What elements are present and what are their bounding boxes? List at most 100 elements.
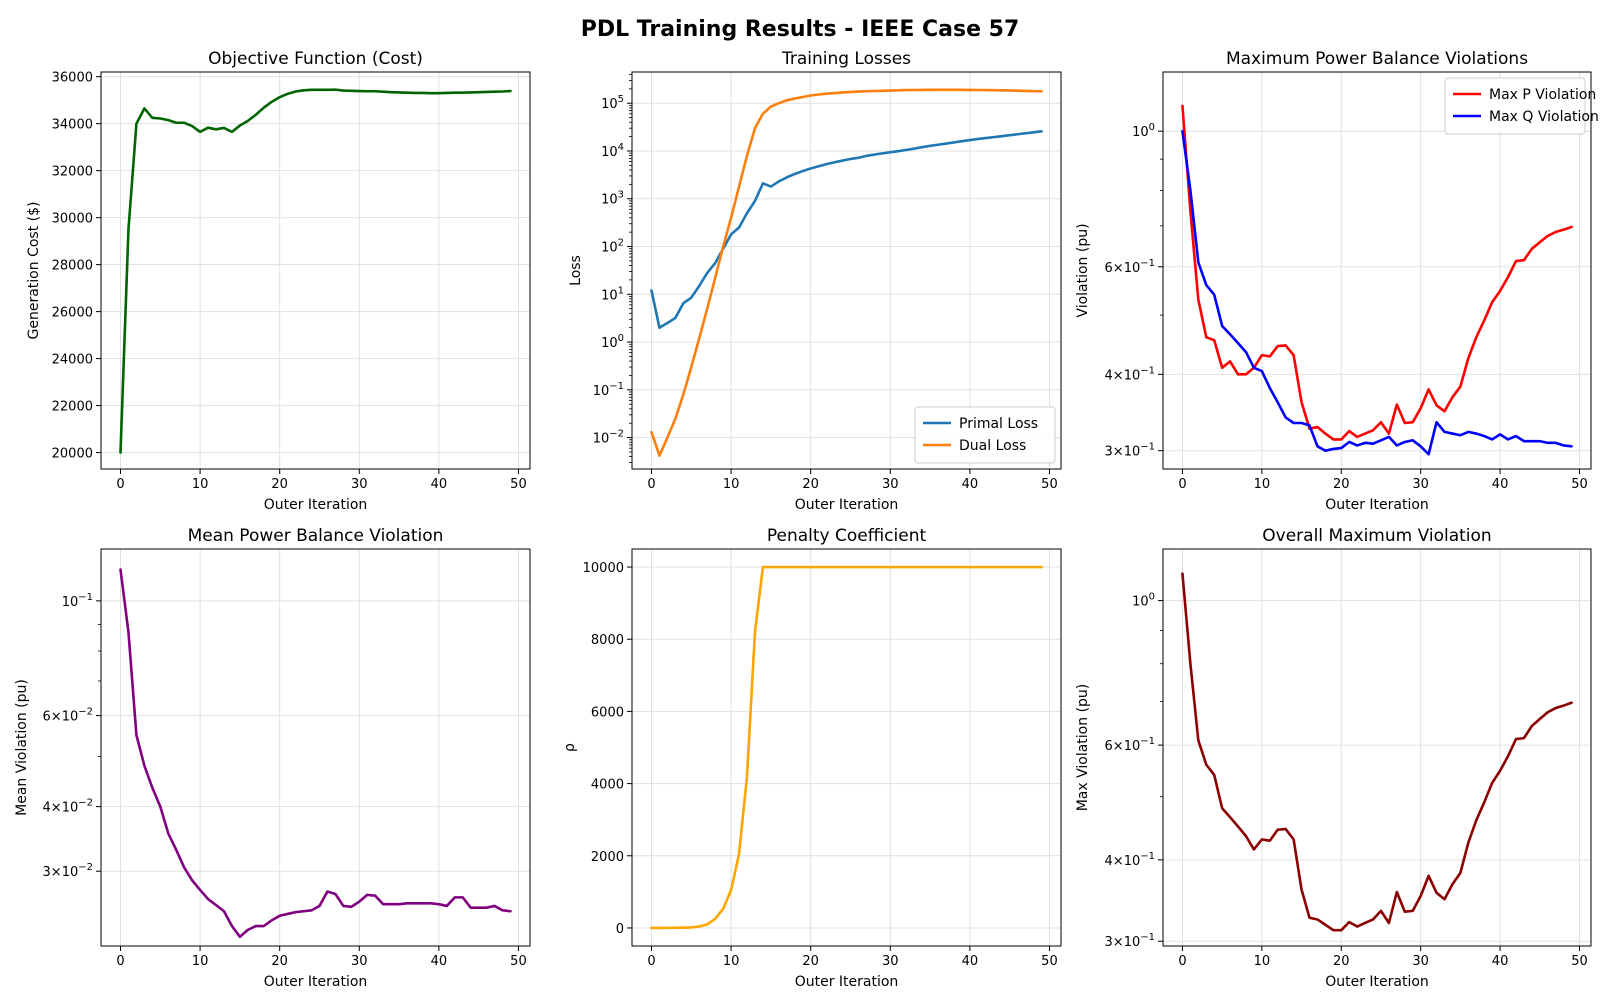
- axes-frame: [100, 548, 531, 947]
- y-tick-label-2: 6×10−2: [43, 707, 93, 725]
- series-line-meanviol: [119, 568, 512, 939]
- chart-panel-meanviol: 0 10 20 30 40 50 3×10−2 4×10−2 6×10−2 10−1 Mean Po…: [14, 526, 531, 990]
- y-tick-label-5: 10000: [583, 561, 624, 576]
- y-tick-label-2: 100: [601, 333, 624, 351]
- y-tick-label-5: 103: [601, 190, 624, 208]
- x-tick-label-0: 0: [1178, 954, 1186, 969]
- x-axis-label: Outer Iteration: [1325, 497, 1429, 513]
- x-tick-label-3: 30: [351, 954, 368, 969]
- legend-box: [914, 406, 1056, 464]
- y-axis-label: Mean Violation (pu): [14, 679, 30, 816]
- series-line-max-p-violation: [1181, 104, 1573, 441]
- x-tick-label-3: 30: [1412, 477, 1429, 492]
- legend-box: [1444, 77, 1586, 135]
- x-tick-label-4: 40: [1492, 477, 1509, 492]
- x-tick-label-1: 10: [192, 477, 209, 492]
- x-tick-label-5: 50: [1041, 954, 1058, 969]
- series-line-max-q-violation: [1181, 129, 1573, 456]
- y-tick-label-1: 2000: [591, 850, 624, 865]
- chart-title: Maximum Power Balance Violations: [1226, 49, 1528, 69]
- x-tick-label-1: 10: [723, 954, 740, 969]
- y-tick-label-2: 24000: [52, 353, 93, 368]
- y-axis-label: Violation (pu): [1075, 223, 1091, 317]
- y-tick-label-3: 100: [1132, 122, 1155, 140]
- y-tick-label-4: 102: [601, 238, 624, 256]
- x-tick-label-1: 10: [723, 477, 740, 492]
- y-tick-label-4: 8000: [591, 633, 624, 648]
- legend-entry-1: Max Q Violation: [1489, 109, 1599, 125]
- y-tick-label-1: 4×10−1: [1105, 365, 1155, 383]
- y-tick-label-1: 10−1: [593, 381, 624, 399]
- x-tick-label-2: 20: [802, 477, 819, 492]
- y-tick-label-3: 100: [1132, 592, 1155, 610]
- axes-frame: [1162, 548, 1592, 947]
- y-tick-label-3: 101: [601, 285, 624, 303]
- chart-panel-maxviol: 0 10 20 30 40 50 3×10−1 4×10−1 6×10−1 100 Maximum …: [1075, 49, 1599, 513]
- y-axis-label: ρ: [562, 743, 578, 752]
- y-tick-label-2: 4000: [591, 778, 624, 793]
- x-tick-label-0: 0: [116, 477, 124, 492]
- y-axis-label: Generation Cost ($): [26, 202, 42, 340]
- x-tick-label-0: 0: [116, 954, 124, 969]
- x-tick-label-2: 20: [271, 477, 288, 492]
- y-tick-label-1: 22000: [52, 400, 93, 415]
- x-tick-label-5: 50: [1571, 477, 1588, 492]
- y-tick-label-6: 32000: [52, 165, 93, 180]
- y-tick-label-0: 3×10−1: [1105, 932, 1155, 950]
- chart-title: Mean Power Balance Violation: [188, 526, 444, 546]
- y-tick-label-7: 105: [601, 94, 624, 112]
- chart-title: Training Losses: [781, 49, 911, 69]
- series-line-dual-loss: [650, 88, 1043, 457]
- y-tick-label-2: 6×10−1: [1105, 736, 1155, 754]
- y-tick-label-8: 36000: [52, 71, 93, 86]
- chart-panel-penalty: 0 10 20 30 40 50 0 2000 4000 6000 8000 10000 Penalty…: [562, 526, 1062, 990]
- x-tick-label-3: 30: [1412, 954, 1429, 969]
- x-tick-label-5: 50: [1041, 477, 1058, 492]
- y-tick-label-0: 10−2: [593, 429, 624, 447]
- chart-panel-losses: 0 10 20 30 40 50 10−2 10−1 100 101 102 103 104 105 Tra…: [568, 49, 1062, 513]
- chart-title: Overall Maximum Violation: [1262, 526, 1491, 546]
- x-tick-label-1: 10: [192, 954, 209, 969]
- chart-title: Penalty Coefficient: [767, 526, 927, 546]
- x-tick-label-4: 40: [962, 477, 979, 492]
- series-line-primal-loss: [650, 130, 1043, 329]
- x-tick-label-5: 50: [510, 477, 527, 492]
- x-tick-label-2: 20: [1333, 954, 1350, 969]
- x-tick-label-2: 20: [802, 954, 819, 969]
- legend-entry-0: Primal Loss: [959, 416, 1038, 432]
- legend: Max P Violation Max Q Violation: [1444, 77, 1599, 135]
- y-tick-label-0: 3×10−1: [1105, 442, 1155, 460]
- y-tick-label-0: 0: [616, 922, 624, 937]
- x-tick-label-2: 20: [271, 954, 288, 969]
- x-axis-label: Outer Iteration: [795, 497, 899, 513]
- y-tick-label-6: 104: [601, 142, 624, 160]
- x-axis-label: Outer Iteration: [1325, 974, 1429, 990]
- x-tick-label-4: 40: [431, 477, 448, 492]
- x-tick-label-2: 20: [1333, 477, 1350, 492]
- y-axis-label: Max Violation (pu): [1075, 684, 1091, 812]
- y-tick-label-1: 4×10−2: [43, 798, 93, 816]
- x-axis-label: Outer Iteration: [264, 974, 368, 990]
- legend-entry-1: Dual Loss: [959, 438, 1026, 454]
- x-tick-label-5: 50: [510, 954, 527, 969]
- y-tick-label-3: 6000: [591, 705, 624, 720]
- y-tick-label-1: 4×10−1: [1105, 851, 1155, 869]
- x-tick-label-4: 40: [962, 954, 979, 969]
- axes-frame: [1162, 71, 1592, 470]
- x-tick-label-0: 0: [647, 477, 655, 492]
- x-tick-label-3: 30: [882, 477, 899, 492]
- y-axis-label: Loss: [568, 255, 584, 286]
- x-tick-label-1: 10: [1254, 954, 1271, 969]
- y-tick-label-4: 28000: [52, 259, 93, 274]
- figure-suptitle: PDL Training Results - IEEE Case 57: [581, 17, 1020, 42]
- x-tick-label-1: 10: [1254, 477, 1271, 492]
- y-tick-label-2: 6×10−1: [1105, 258, 1155, 276]
- legend: Primal Loss Dual Loss: [914, 406, 1056, 464]
- x-tick-label-0: 0: [647, 954, 655, 969]
- axes-frame: [100, 71, 531, 470]
- x-axis-label: Outer Iteration: [795, 974, 899, 990]
- x-tick-label-0: 0: [1178, 477, 1186, 492]
- y-tick-label-3: 10−1: [62, 592, 93, 610]
- chart-title: Objective Function (Cost): [208, 49, 423, 69]
